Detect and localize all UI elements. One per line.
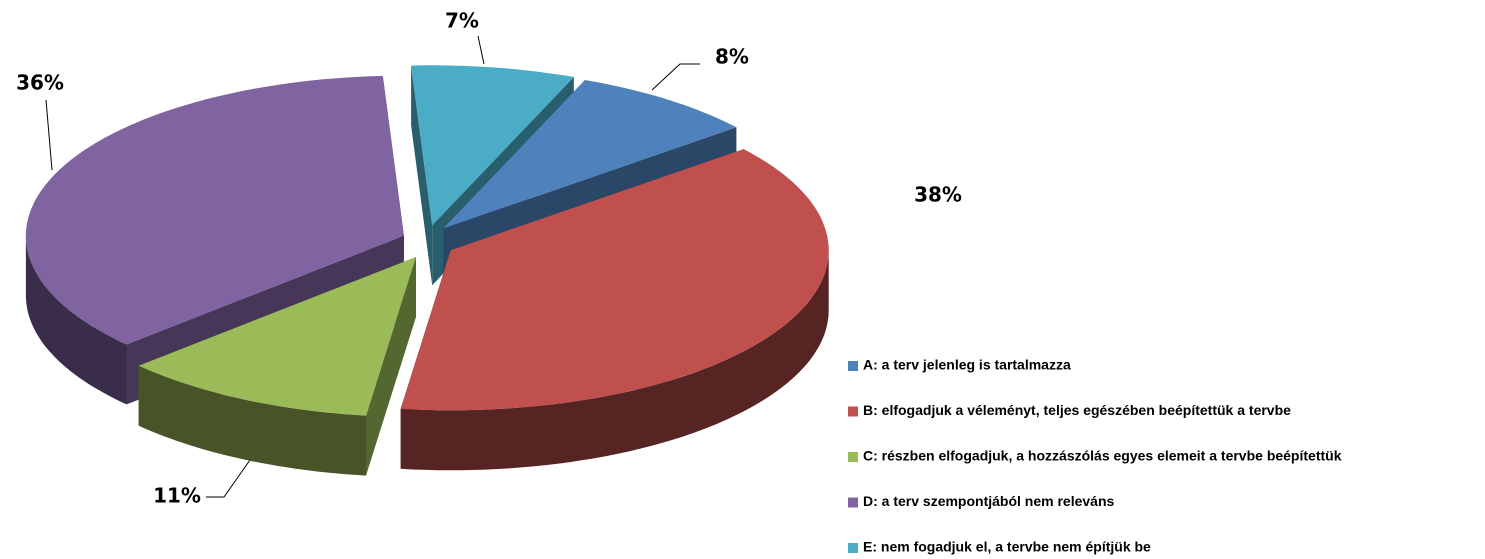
legend-label: C: részben elfogadjuk, a hozzászólás egy… [863, 448, 1342, 464]
legend-label: A: a terv jelenleg is tartalmazza [863, 357, 1071, 373]
slice-side [25, 235, 127, 405]
leader-line [45, 99, 53, 171]
data-label: 38% [914, 183, 962, 207]
pie-slice [400, 149, 829, 471]
legend-label: E: nem fogadjuk el, a tervbe nem építjük… [863, 539, 1151, 555]
slice-top [400, 149, 829, 411]
slice-top [443, 80, 737, 229]
leader-line [651, 63, 700, 91]
leader-line [477, 35, 485, 65]
data-label: 11% [153, 484, 201, 508]
pie-slice [138, 257, 416, 476]
legend-label: D: a terv szempontjából nem releváns [863, 493, 1115, 509]
slice-top [411, 65, 574, 226]
leader-line [206, 459, 251, 498]
slice-top [25, 75, 404, 345]
legend-swatch [848, 406, 858, 417]
legend-swatch [848, 497, 858, 508]
slice-wall [411, 65, 433, 286]
data-label: 7% [445, 9, 479, 33]
legend-swatch [848, 543, 858, 553]
legend-swatch [848, 452, 858, 462]
data-label: 8% [715, 45, 749, 69]
slice-top [138, 257, 416, 416]
legend-label: B: elfogadjuk a véleményt, teljes egészé… [863, 402, 1291, 418]
slice-side [400, 250, 829, 471]
slice-side [138, 365, 366, 476]
legend-swatch [848, 361, 858, 371]
data-label: 36% [16, 71, 64, 95]
